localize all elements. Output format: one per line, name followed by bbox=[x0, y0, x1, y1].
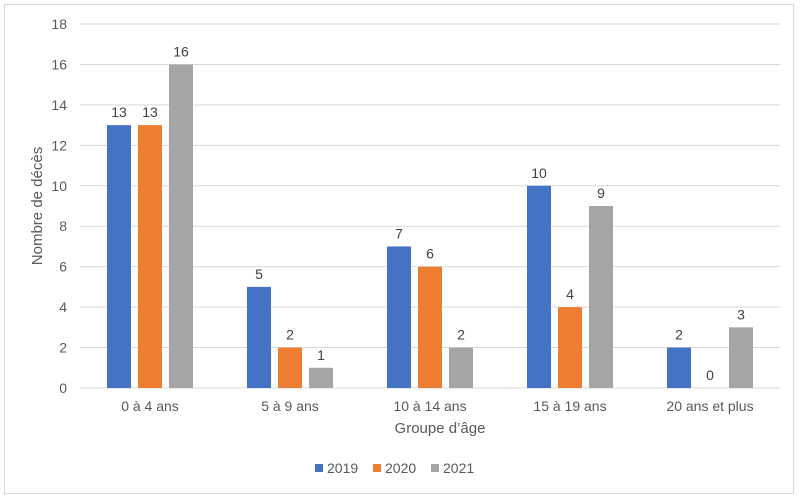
y-tick-label: 14 bbox=[51, 97, 67, 113]
legend: 2019 2020 2021 bbox=[315, 460, 474, 476]
bar-2020-0 bbox=[138, 125, 162, 388]
bar-2021-1 bbox=[309, 367, 333, 388]
data-labels: 13 13 16 5 2 1 7 6 2 10 4 9 2 0 3 bbox=[111, 43, 745, 383]
y-tick-label: 18 bbox=[51, 16, 67, 32]
bar-2019-1 bbox=[247, 286, 271, 388]
bar-2021-4 bbox=[729, 327, 753, 388]
y-axis-title: Nombre de décès bbox=[29, 147, 46, 265]
gridlines bbox=[80, 23, 780, 389]
legend-label-2021: 2021 bbox=[443, 460, 474, 476]
legend-swatch-2020 bbox=[373, 464, 381, 472]
bar-2021-3 bbox=[589, 206, 613, 388]
x-tick-label: 5 à 9 ans bbox=[261, 398, 319, 414]
data-label-2021-2: 2 bbox=[457, 327, 465, 343]
legend-label-2020: 2020 bbox=[385, 460, 416, 476]
x-axis-ticks: 0 à 4 ans 5 à 9 ans 10 à 14 ans 15 à 19 ans… bbox=[121, 398, 753, 414]
data-label-2020-3: 4 bbox=[566, 286, 574, 302]
y-tick-label: 8 bbox=[59, 218, 67, 234]
data-label-2019-1: 5 bbox=[255, 266, 263, 282]
bar-2021-0 bbox=[169, 64, 193, 388]
legend-label-2019: 2019 bbox=[327, 460, 358, 476]
y-tick-label: 2 bbox=[59, 340, 67, 356]
data-label-2021-3: 9 bbox=[597, 185, 605, 201]
data-label-2021-0: 16 bbox=[173, 43, 189, 59]
data-label-2020-2: 6 bbox=[426, 246, 434, 262]
bars bbox=[107, 64, 753, 388]
bar-2020-1 bbox=[278, 347, 302, 388]
data-label-2020-4: 0 bbox=[706, 367, 714, 383]
data-label-2019-4: 2 bbox=[675, 327, 683, 343]
x-axis-title: Groupe d’âge bbox=[395, 420, 486, 437]
bar-2021-2 bbox=[449, 347, 473, 388]
data-label-2021-4: 3 bbox=[737, 306, 745, 322]
data-label-2019-0: 13 bbox=[111, 104, 127, 120]
y-axis-ticks: 0 2 4 6 8 10 12 14 16 18 bbox=[51, 16, 67, 396]
chart-frame bbox=[4, 4, 794, 494]
data-label-2019-3: 10 bbox=[531, 165, 547, 181]
bar-2020-2 bbox=[418, 266, 442, 388]
bar-2019-0 bbox=[107, 125, 131, 388]
y-tick-label: 12 bbox=[51, 137, 67, 153]
y-tick-label: 6 bbox=[59, 259, 67, 275]
x-tick-label: 0 à 4 ans bbox=[121, 398, 179, 414]
x-tick-label: 15 à 19 ans bbox=[533, 398, 606, 414]
y-tick-label: 16 bbox=[51, 56, 67, 72]
legend-swatch-2021 bbox=[431, 464, 439, 472]
y-tick-label: 0 bbox=[59, 380, 67, 396]
data-label-2020-0: 13 bbox=[142, 104, 158, 120]
bar-2019-2 bbox=[387, 246, 411, 388]
x-tick-label: 10 à 14 ans bbox=[393, 398, 466, 414]
data-label-2021-1: 1 bbox=[317, 347, 325, 363]
bar-2020-3 bbox=[558, 307, 582, 388]
data-label-2020-1: 2 bbox=[286, 327, 294, 343]
data-label-2019-2: 7 bbox=[395, 225, 403, 241]
x-tick-label: 20 ans et plus bbox=[666, 398, 753, 414]
bar-2019-3 bbox=[527, 185, 551, 388]
y-tick-label: 10 bbox=[51, 178, 67, 194]
bar-2019-4 bbox=[667, 347, 691, 388]
y-tick-label: 4 bbox=[59, 299, 67, 315]
legend-swatch-2019 bbox=[315, 464, 323, 472]
